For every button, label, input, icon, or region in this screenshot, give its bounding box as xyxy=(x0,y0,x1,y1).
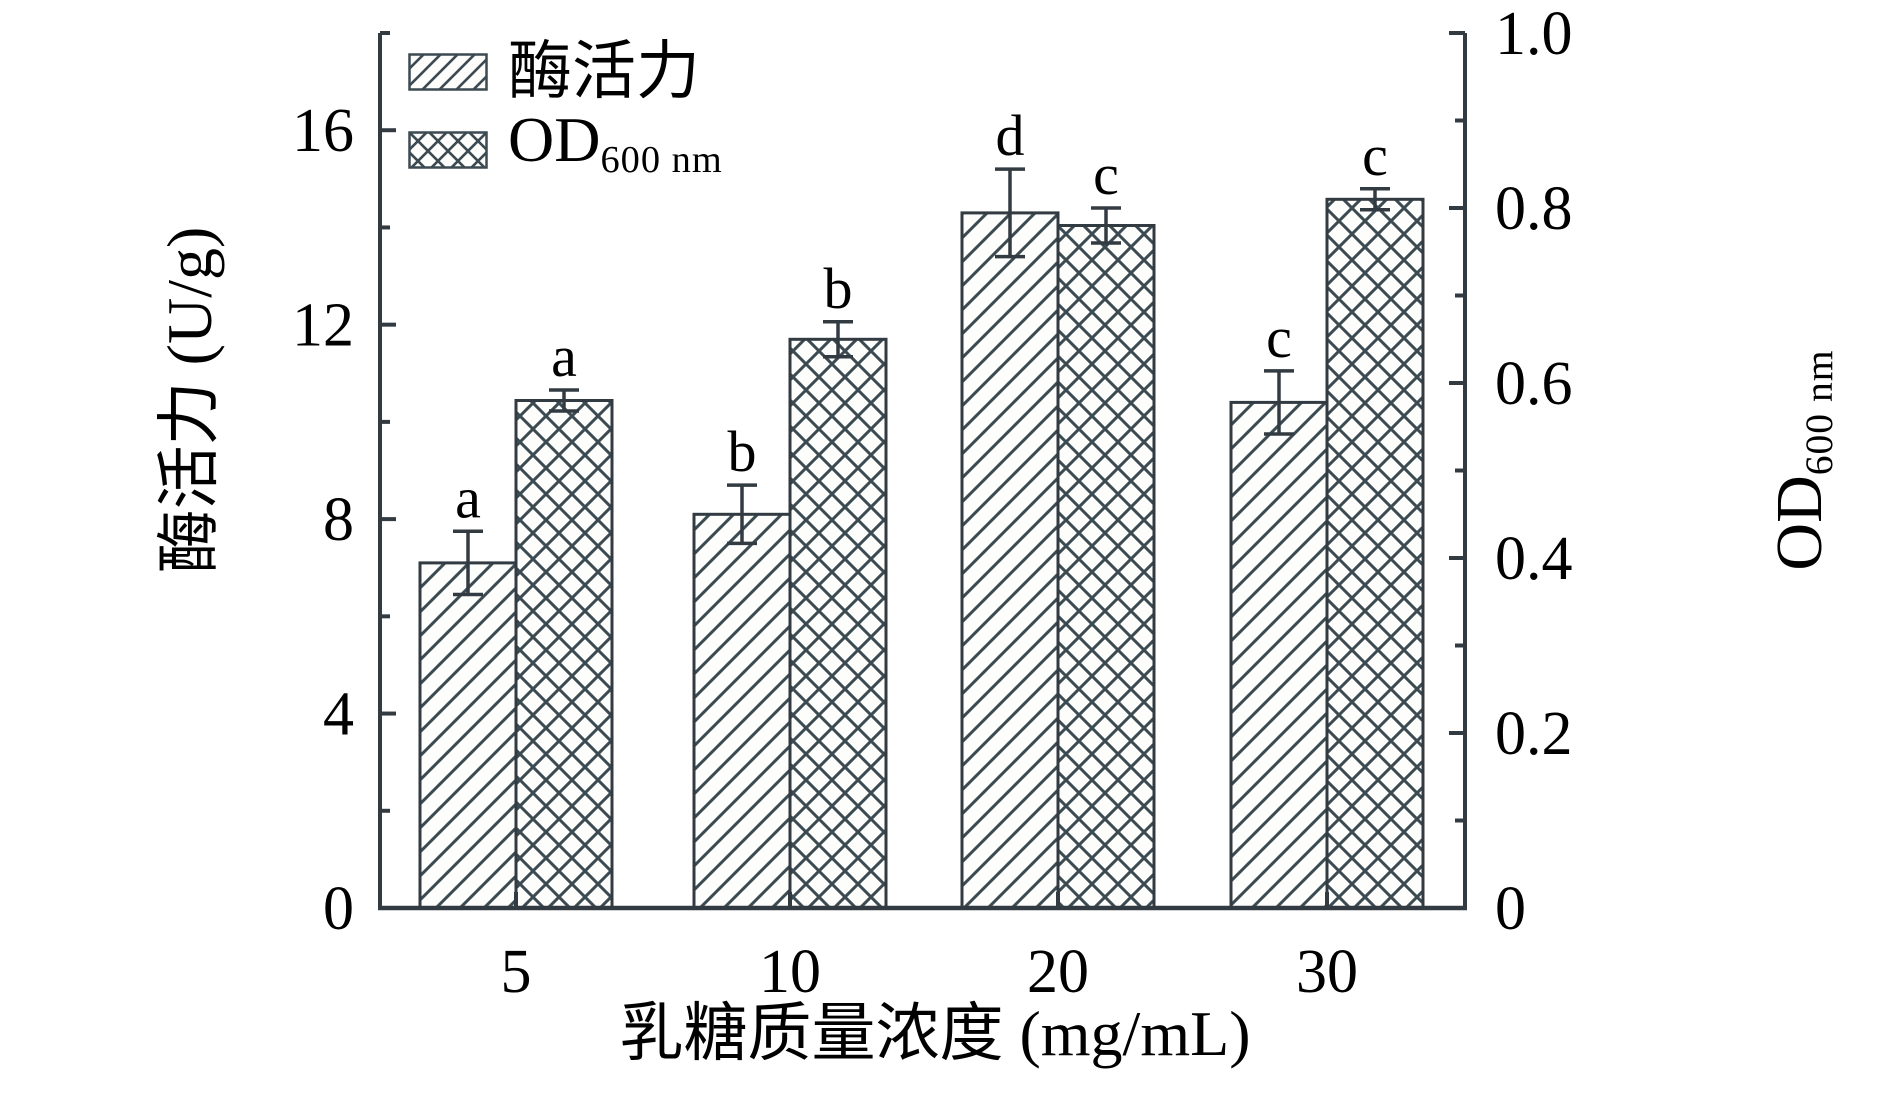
left-tick-label: 12 xyxy=(292,292,354,360)
right-tick-label: 0.6 xyxy=(1495,350,1573,418)
bar-enzyme-10 xyxy=(692,512,792,910)
legend-item-enzyme: 酶活力 xyxy=(408,36,723,108)
legend-label-enzyme: 酶活力 xyxy=(508,36,700,107)
right-axis-title: OD600 nm xyxy=(1763,349,1842,571)
significance-letter: a xyxy=(455,465,481,530)
x-axis-title: 乳糖质量浓度 (mg/mL) xyxy=(619,998,1251,1069)
significance-letter: b xyxy=(728,419,757,484)
right-tick-label: 0 xyxy=(1495,875,1526,943)
right-tick-label: 0.2 xyxy=(1495,700,1573,768)
legend-item-od: OD600 nm xyxy=(408,104,723,186)
x-tick-label: 20 xyxy=(1027,938,1089,1006)
right-tick-label: 0.4 xyxy=(1495,525,1573,593)
left-tick-label: 4 xyxy=(323,681,354,749)
bar-od-5 xyxy=(514,399,614,910)
significance-letter: d xyxy=(996,103,1025,168)
legend-label-od: OD600 nm xyxy=(508,104,723,181)
significance-letter: c xyxy=(1362,123,1388,188)
bar-od-30 xyxy=(1325,197,1425,910)
significance-letter: a xyxy=(551,324,577,389)
bar-od-20 xyxy=(1056,224,1156,910)
left-tick-label: 8 xyxy=(323,486,354,554)
significance-letter: b xyxy=(824,256,853,321)
crosshatch-swatch-icon xyxy=(408,131,488,169)
legend: 酶活力 OD600 nm xyxy=(408,36,723,186)
bar-od-10 xyxy=(788,337,888,910)
x-tick-label: 30 xyxy=(1296,938,1358,1006)
right-tick-label: 0.8 xyxy=(1495,175,1573,243)
significance-letter: c xyxy=(1266,305,1292,370)
diagonal-hatch-swatch-icon xyxy=(408,53,488,91)
x-tick-label: 5 xyxy=(501,938,532,1006)
bar-enzyme-30 xyxy=(1229,400,1329,910)
significance-letter: c xyxy=(1093,142,1119,207)
left-tick-label: 0 xyxy=(323,875,354,943)
bar-enzyme-5 xyxy=(418,561,518,910)
left-axis-title: 酶活力 (U/g) xyxy=(154,226,225,574)
left-tick-label: 16 xyxy=(292,97,354,165)
bar-enzyme-20 xyxy=(960,211,1060,910)
right-tick-label: 1.0 xyxy=(1495,0,1573,68)
x-tick-label: 10 xyxy=(759,938,821,1006)
